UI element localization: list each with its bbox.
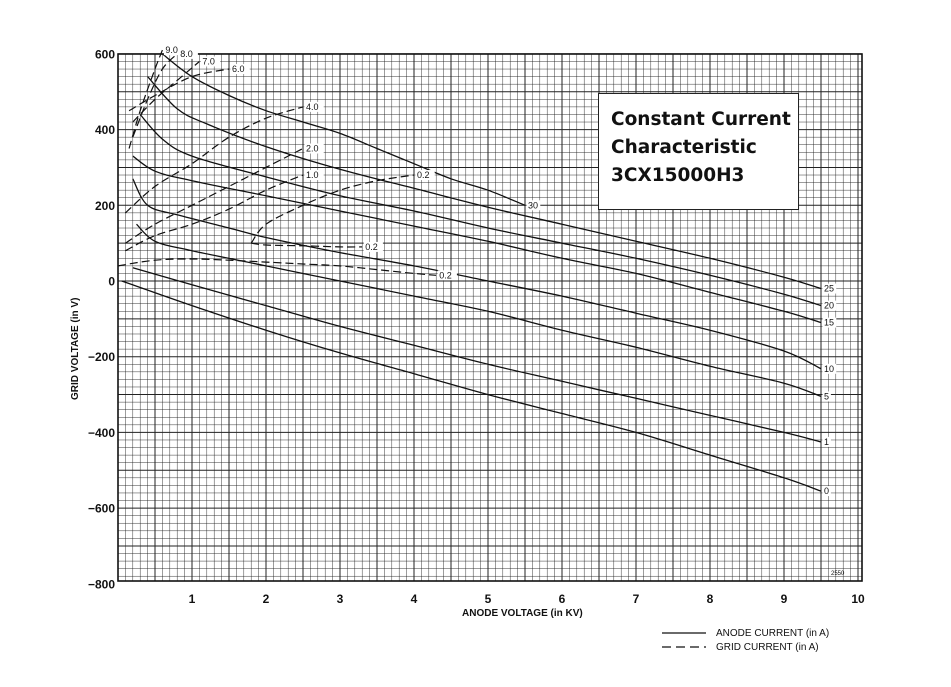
grid-current-label: 8.0: [180, 49, 193, 59]
anode-current-label: 15: [824, 318, 834, 328]
y-tick-label: 600: [95, 47, 115, 61]
chart-title-box: Constant Current Characteristic 3CX15000…: [598, 93, 799, 210]
grid-current-line: [132, 53, 178, 138]
x-tick-label: 8: [707, 592, 714, 606]
grid-current-label-bg: [304, 101, 324, 112]
y-tick-label: −200: [88, 350, 115, 364]
anode-current-label-bg: [822, 317, 837, 328]
legend-grid-label: GRID CURRENT (in A): [716, 642, 819, 653]
grid-current-line: [128, 49, 163, 149]
x-tick-label: 7: [633, 592, 640, 606]
anode-current-label-bg: [822, 283, 837, 294]
grid-current-label: 4.0: [306, 102, 319, 112]
grid-current-label-bg: [363, 241, 383, 252]
plot-frame: [117, 53, 863, 582]
anode-current-label: 1: [824, 437, 829, 447]
legend: ANODE CURRENT (in A) GRID CURRENT (in A): [662, 628, 829, 653]
anode-current-line: [132, 155, 822, 324]
x-tick-label: 10: [851, 592, 865, 606]
y-axis-label: GRID VOLTAGE (in V): [70, 298, 81, 400]
x-tick-label: 9: [781, 592, 788, 606]
grid-current-label: 1.0: [306, 170, 319, 180]
grid-current-line: [125, 147, 304, 244]
grid-current-label-bg: [230, 64, 250, 75]
y-tick-label: −600: [88, 502, 115, 516]
grid-current-label-bg: [304, 143, 324, 154]
anode-current-label: 0: [824, 486, 829, 496]
grid-current-line: [250, 174, 415, 244]
y-tick-label: −800: [88, 577, 115, 591]
y-tick-label: 0: [108, 275, 115, 289]
grid-current-label: 6.0: [232, 64, 245, 74]
x-tick-label: 5: [485, 592, 492, 606]
title-line-2: Characteristic: [611, 137, 757, 158]
grid-current-line: [117, 258, 437, 276]
x-tick-label: 1: [189, 592, 196, 606]
grid-current-label-bg: [415, 170, 435, 181]
plot-border: [117, 53, 863, 582]
figure-code: 2550: [831, 571, 845, 577]
chart-series: [117, 49, 822, 492]
grid-current-label-bg: [178, 48, 198, 59]
grid-current-label: 0.2: [365, 242, 378, 252]
anode-current-line: [147, 76, 822, 290]
grid-current-line: [251, 242, 363, 248]
grid-current-label-bg: [437, 270, 457, 281]
x-tick-label: 6: [559, 592, 566, 606]
anode-current-line: [136, 223, 822, 398]
anode-current-line: [132, 178, 822, 370]
grid-current-label-bg: [163, 45, 184, 56]
anode-current-label-bg: [526, 200, 541, 211]
anode-current-line: [132, 267, 822, 443]
x-tick-label: 2: [263, 592, 270, 606]
legend-anode-label: ANODE CURRENT (in A): [716, 628, 829, 639]
x-tick-label: 3: [337, 592, 344, 606]
y-tick-label: 400: [95, 123, 115, 137]
anode-current-label: 20: [824, 301, 834, 311]
anode-current-label: 25: [824, 284, 834, 294]
anode-current-label-bg: [822, 486, 831, 497]
anode-current-label-bg: [822, 391, 831, 402]
title-line-3: 3CX15000H3: [611, 165, 745, 186]
anode-current-label: 30: [528, 200, 538, 210]
chart-grid: [117, 53, 862, 581]
y-tick-label: −400: [88, 426, 115, 440]
anode-current-label-bg: [822, 436, 831, 447]
anode-current-label: 10: [824, 364, 834, 374]
anode-current-label: 5: [824, 391, 829, 401]
grid-current-label-bg: [304, 170, 324, 181]
grid-current-label: 7.0: [202, 56, 215, 66]
y-tick-label: 200: [95, 199, 115, 213]
grid-current-label: 9.0: [165, 45, 178, 55]
anode-current-label-bg: [822, 363, 837, 374]
title-line-1: Constant Current: [611, 109, 791, 130]
grid-current-line: [132, 61, 200, 123]
x-axis-label: ANODE VOLTAGE (in KV): [462, 608, 583, 619]
grid-current-label-bg: [200, 56, 221, 67]
anode-current-line: [162, 53, 526, 206]
grid-current-line: [128, 68, 230, 112]
anode-current-line: [121, 280, 822, 492]
anode-current-line: [139, 114, 822, 307]
grid-current-label: 2.0: [306, 144, 319, 154]
x-tick-label: 4: [411, 592, 418, 606]
grid-current-line: [124, 106, 304, 214]
grid-current-label: 0.2: [417, 170, 430, 180]
grid-current-label: 0.2: [439, 270, 452, 280]
grid-current-line: [125, 174, 304, 252]
anode-current-label-bg: [822, 300, 837, 311]
